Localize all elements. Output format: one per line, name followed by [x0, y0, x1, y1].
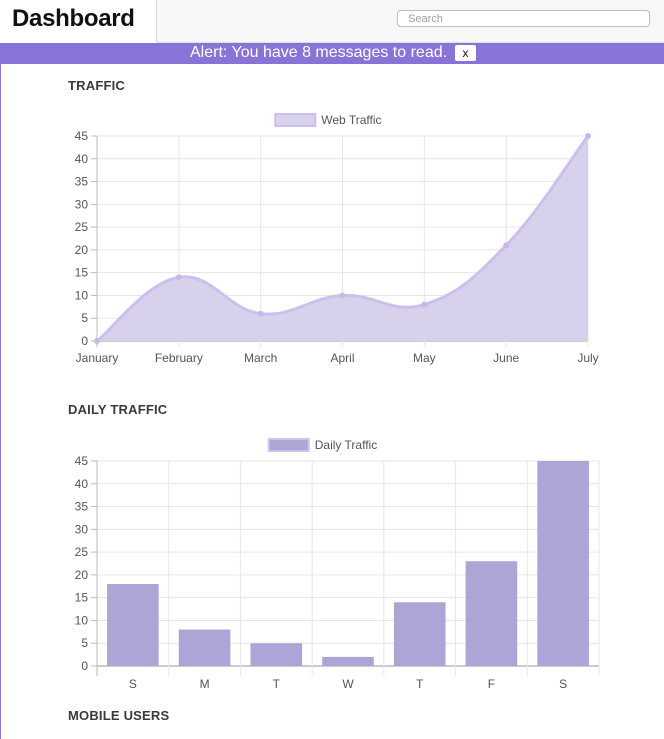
y-tick-label: 15: [75, 591, 89, 605]
x-tick-label: July: [577, 351, 598, 365]
x-tick-label: F: [488, 677, 495, 691]
daily-traffic-bar: [178, 629, 231, 666]
legend-label: Web Traffic: [321, 113, 381, 127]
y-tick-label: 20: [75, 568, 89, 582]
x-tick-label: February: [155, 351, 203, 365]
x-tick-label: S: [559, 677, 567, 691]
x-tick-label: S: [129, 677, 137, 691]
top-header: Dashboard: [0, 0, 664, 43]
y-tick-label: 25: [75, 220, 89, 234]
data-point: [339, 292, 346, 299]
daily-traffic-bar: [107, 584, 159, 666]
daily-traffic-bar-chart: Daily Traffic 0 5 10 15 20 25 30 35 40 45 S M T W T F S: [75, 438, 600, 691]
y-tick-label: 35: [75, 175, 89, 189]
y-tick-label: 40: [75, 477, 89, 491]
y-tick-label: 35: [75, 500, 89, 514]
y-tick-label: 40: [75, 152, 89, 166]
data-point: [175, 274, 182, 281]
x-tick-label: M: [200, 677, 210, 691]
y-tick-label: 10: [75, 613, 89, 627]
y-tick-label: 25: [75, 545, 89, 559]
x-tick-label: T: [416, 677, 424, 691]
alert-banner: Alert: You have 8 messages to read. x: [0, 43, 664, 64]
legend-swatch: [274, 113, 317, 127]
daily-traffic-heading: DAILY TRAFFIC: [68, 402, 168, 417]
x-tick-label: W: [342, 677, 354, 691]
traffic-heading: TRAFFIC: [68, 78, 125, 93]
legend-swatch: [267, 438, 310, 452]
data-point: [94, 338, 100, 344]
data-point: [257, 310, 264, 317]
x-tick-label: January: [76, 351, 119, 365]
y-tick-label: 5: [81, 636, 88, 650]
y-tick-label: 45: [75, 454, 89, 468]
daily-traffic-bar: [322, 656, 374, 666]
x-tick-label: June: [493, 351, 519, 365]
daily-traffic-bar: [393, 602, 446, 666]
y-tick-label: 10: [75, 288, 89, 302]
search-input[interactable]: [397, 10, 650, 27]
x-tick-label: March: [244, 351, 277, 365]
daily-traffic-bar: [537, 461, 589, 666]
mobile-users-heading: MOBILE USERS: [68, 708, 170, 723]
x-tick-label: May: [413, 351, 436, 365]
daily-traffic-bar: [465, 561, 518, 666]
y-tick-label: 20: [75, 243, 89, 257]
y-tick-label: 0: [81, 659, 88, 673]
y-tick-label: 0: [81, 334, 88, 348]
legend-label: Daily Traffic: [315, 438, 377, 452]
x-tick-label: T: [273, 677, 281, 691]
alert-close-button[interactable]: x: [455, 45, 476, 61]
y-tick-label: 45: [75, 129, 89, 143]
x-tick-label: April: [330, 351, 354, 365]
alert-text: Alert: You have 8 messages to read.: [190, 44, 448, 61]
y-tick-label: 5: [81, 311, 88, 325]
daily-traffic-bar: [250, 643, 303, 666]
data-point: [503, 242, 510, 249]
data-point: [585, 133, 591, 139]
y-tick-label: 30: [75, 522, 89, 536]
logo-box: Dashboard: [0, 0, 157, 42]
y-tick-label: 15: [75, 266, 89, 280]
traffic-line-chart: Web Traffic 0 5 10 15 20 25 30 35 40 45 January Febr…: [75, 113, 599, 365]
page-left-edge: [0, 0, 1, 739]
web-traffic-area: [97, 136, 588, 341]
y-tick-label: 30: [75, 197, 89, 211]
dashboard-logo[interactable]: Dashboard: [12, 5, 135, 32]
data-point: [421, 301, 428, 308]
